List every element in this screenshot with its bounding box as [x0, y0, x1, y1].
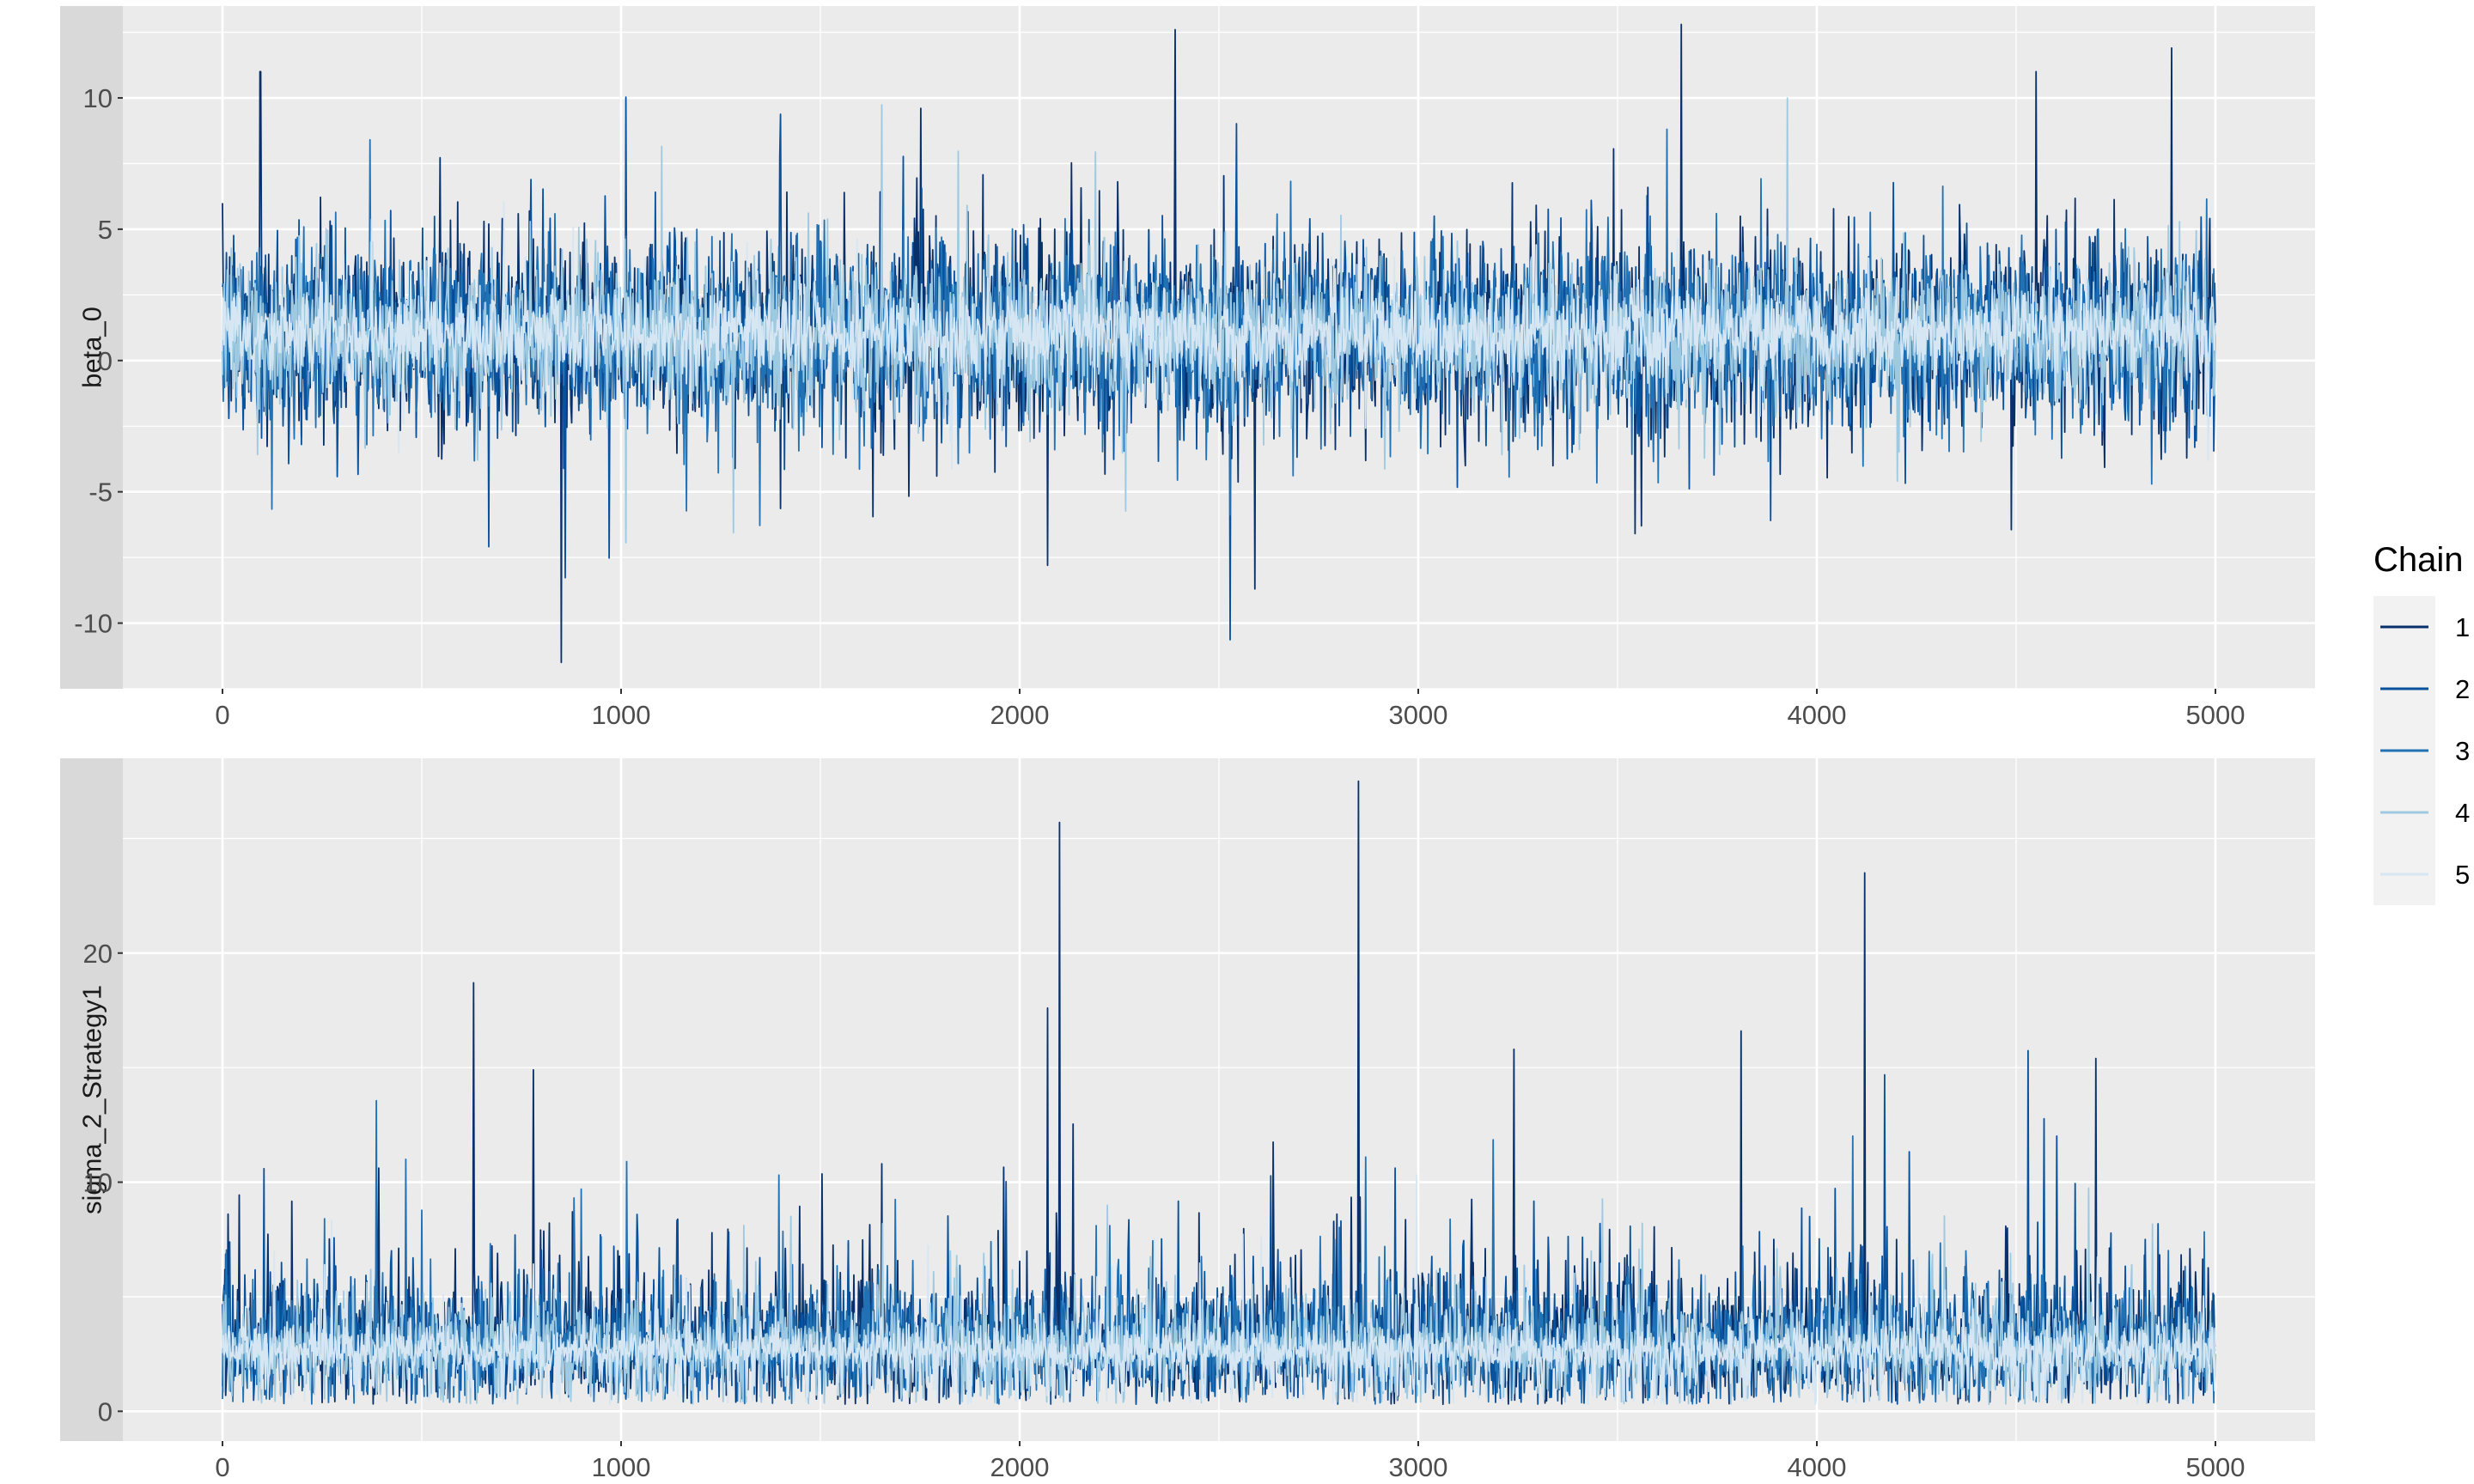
facet-strip — [60, 6, 123, 689]
chain-4-trace — [222, 97, 2216, 544]
facet-strip — [60, 758, 123, 1441]
legend-label: 2 — [2455, 674, 2470, 704]
x-axis: 0 1000 2000 3000 4000 5000 — [215, 689, 2245, 730]
chain-5-trace — [222, 1174, 2216, 1406]
x-tick-label: 5000 — [2186, 700, 2245, 730]
x-tick-label: 2000 — [990, 700, 1050, 730]
x-tick-label: 5000 — [2186, 1452, 2245, 1482]
facet-strip-label: sigma_2_Strategy1 — [77, 985, 107, 1214]
y-axis: 0 10 20 — [83, 939, 123, 1426]
y-tick-label: 0 — [98, 1396, 113, 1426]
legend-label: 5 — [2455, 860, 2470, 890]
y-tick-label: 0 — [98, 346, 113, 376]
x-tick-label: 1000 — [592, 1452, 651, 1482]
x-tick-label: 3000 — [1389, 700, 1448, 730]
facet-panel-sigma-2-strategy1: sigma_2_Strategy1 0 10 20 0 1000 2000 3000 400… — [60, 758, 2315, 1482]
y-tick-label: -5 — [88, 477, 113, 508]
y-tick-label: 10 — [83, 83, 113, 113]
y-axis: -10 -5 0 5 10 — [74, 83, 123, 639]
y-tick-label: -10 — [74, 609, 113, 639]
legend-keys: 1 2 3 4 5 — [2373, 596, 2470, 905]
x-tick-label: 0 — [215, 1452, 229, 1482]
x-tick-label: 4000 — [1788, 700, 1847, 730]
y-tick-label: 20 — [83, 939, 113, 969]
x-tick-label: 4000 — [1788, 1452, 1847, 1482]
y-tick-label: 5 — [98, 215, 113, 245]
x-axis: 0 1000 2000 3000 4000 5000 — [215, 1441, 2245, 1482]
chain-traces — [222, 23, 2216, 664]
legend-title: Chain — [2373, 541, 2464, 579]
chain-5-trace — [222, 200, 2216, 471]
chain-4-trace — [222, 1187, 2216, 1406]
facet-strip-label: beta_0 — [77, 307, 107, 388]
x-tick-label: 0 — [215, 700, 229, 730]
legend: Chain 1 2 3 4 5 — [2373, 541, 2470, 905]
x-tick-label: 3000 — [1389, 1452, 1448, 1482]
x-tick-label: 2000 — [990, 1452, 1050, 1482]
legend-label: 3 — [2455, 736, 2470, 766]
x-tick-label: 1000 — [592, 700, 651, 730]
legend-label: 4 — [2455, 798, 2470, 828]
facet-panel-beta-0: beta_0 -10 -5 0 5 10 0 1000 2000 3000 4000 5000 — [60, 6, 2315, 730]
chain-traces — [222, 780, 2216, 1406]
legend-label: 1 — [2455, 612, 2470, 642]
y-tick-label: 10 — [83, 1168, 113, 1198]
